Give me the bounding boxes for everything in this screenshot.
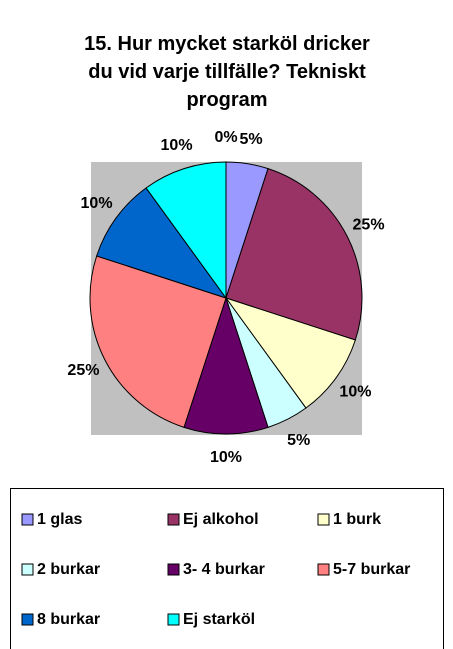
data-label: 10% <box>210 449 242 466</box>
data-label: 25% <box>67 362 99 379</box>
pie-slice <box>145 161 227 300</box>
data-label: 25% <box>353 217 385 234</box>
pie-slice <box>224 297 356 409</box>
legend-box <box>10 488 444 649</box>
data-label: 5% <box>239 131 262 148</box>
chart-title: 15. Hur mycket starköl dricker du vid va… <box>84 33 370 111</box>
pie-slice <box>183 296 269 435</box>
pie-slice <box>89 255 227 428</box>
legend-swatch <box>21 563 34 576</box>
data-label: 10% <box>339 383 371 400</box>
legend-label: Ej alkohol <box>183 511 259 528</box>
legend-swatch <box>21 513 34 526</box>
legend-label: 8 burkar <box>37 611 100 628</box>
legend-swatch <box>167 513 180 526</box>
data-label: 10% <box>81 195 113 212</box>
legend-label: 5-7 burkar <box>333 561 410 578</box>
legend-swatch <box>167 613 180 626</box>
legend-swatch <box>317 513 330 526</box>
legend-label: Ej starköl <box>183 611 255 628</box>
legend-swatch <box>167 563 180 576</box>
pie-slice <box>96 187 228 299</box>
legend-label: 1 burk <box>333 511 381 528</box>
legend-swatch <box>21 613 34 626</box>
legend-label: 2 burkar <box>37 561 100 578</box>
data-label: 0% <box>214 129 237 146</box>
legend-label: 1 glas <box>37 511 82 528</box>
data-label: 5% <box>287 432 310 449</box>
legend-label: 3- 4 burkar <box>183 561 265 578</box>
legend-swatch <box>317 563 330 576</box>
pie-slice <box>225 168 363 341</box>
data-label: 10% <box>161 137 193 154</box>
